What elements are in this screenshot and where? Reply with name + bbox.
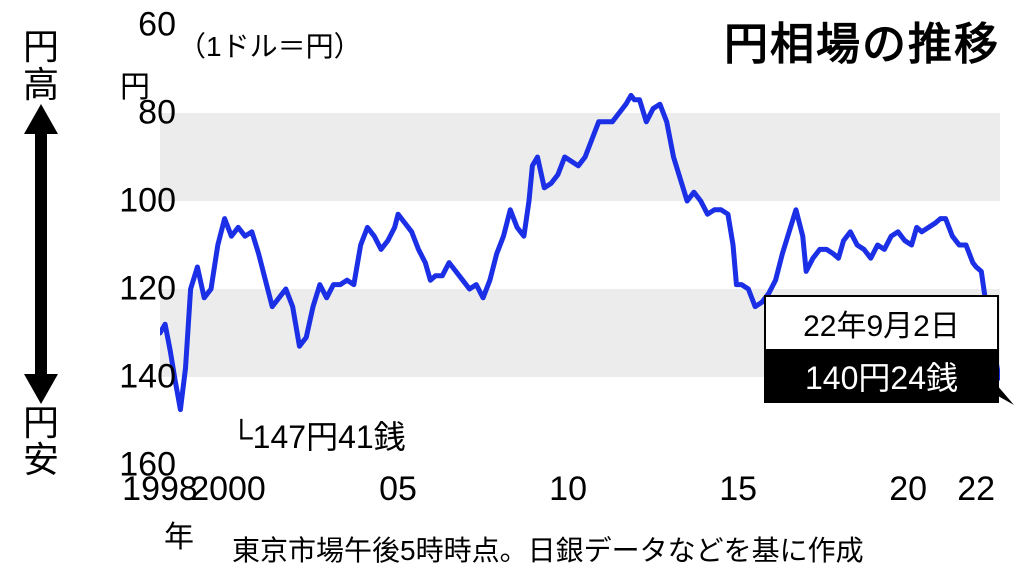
yen-direction-indicator: 円高 円安 <box>12 28 70 438</box>
x-tick-label: 20 <box>889 470 927 509</box>
callout-pointer-icon <box>984 370 1024 420</box>
chart-root: 円相場の推移 円高 円安 （1ドル＝円） 円 6080100120140160 … <box>0 0 1024 579</box>
double-arrow-icon <box>17 104 65 404</box>
y-tick-label: 140 <box>106 358 176 397</box>
source-footnote: 東京市場午後5時時点。日銀データなどを基に作成 <box>232 529 864 569</box>
x-year-suffix: 年 <box>164 512 194 556</box>
yen-high-label: 円高 <box>12 28 70 104</box>
x-tick-label: 05 <box>379 470 417 509</box>
yen-low-label: 円安 <box>12 404 70 480</box>
x-tick-label: 15 <box>719 470 757 509</box>
x-tick-label: 1998 <box>122 470 198 509</box>
x-tick-label: 10 <box>549 470 587 509</box>
low-point-annotation: └147円41銭 <box>230 412 406 458</box>
x-tick-label: 2000 <box>190 470 266 509</box>
x-tick-label: 22 <box>957 470 995 509</box>
y-tick-label: 100 <box>106 182 176 221</box>
y-tick-label: 120 <box>106 270 176 309</box>
latest-value-callout: 22年9月2日 140円24銭 <box>764 295 999 403</box>
low-point-bracket-icon: └ <box>230 419 253 455</box>
y-tick-label: 60 <box>106 6 176 45</box>
grid-band <box>160 113 1000 201</box>
y-tick-label: 80 <box>106 94 176 133</box>
callout-date: 22年9月2日 <box>764 295 999 349</box>
callout-value: 140円24銭 <box>764 349 999 403</box>
